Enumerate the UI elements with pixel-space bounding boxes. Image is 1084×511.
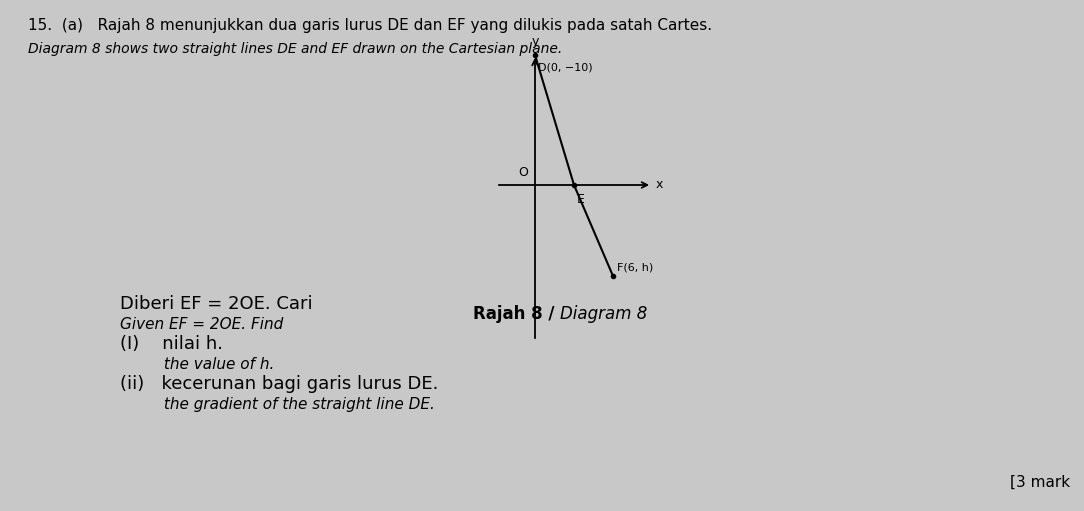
Text: D(0, −10): D(0, −10) <box>538 63 593 73</box>
Text: Rajah 8 /: Rajah 8 / <box>473 305 560 323</box>
Text: Diagram 8: Diagram 8 <box>560 305 647 323</box>
Text: 15.  (a)   Rajah 8 menunjukkan dua garis lurus DE dan EF yang dilukis pada satah: 15. (a) Rajah 8 menunjukkan dua garis lu… <box>28 18 712 33</box>
Text: (I)    nilai h.: (I) nilai h. <box>120 335 223 353</box>
Text: Diagram 8 shows two straight lines DE and EF drawn on the Cartesian plane.: Diagram 8 shows two straight lines DE an… <box>28 42 563 56</box>
Text: E: E <box>577 193 585 206</box>
Text: x: x <box>656 178 663 192</box>
Text: Given EF = 2OE. Find: Given EF = 2OE. Find <box>120 317 283 332</box>
Text: y: y <box>531 35 539 49</box>
Text: [3 mark: [3 mark <box>1010 475 1070 490</box>
Text: the value of h.: the value of h. <box>120 357 274 372</box>
Text: the gradient of the straight line DE.: the gradient of the straight line DE. <box>120 397 435 412</box>
Text: O: O <box>518 166 529 178</box>
Text: F(6, h): F(6, h) <box>617 262 654 272</box>
Text: (ii)   kecerunan bagi garis lurus DE.: (ii) kecerunan bagi garis lurus DE. <box>120 375 438 393</box>
Text: Diberi EF = 2OE. Cari: Diberi EF = 2OE. Cari <box>120 295 312 313</box>
